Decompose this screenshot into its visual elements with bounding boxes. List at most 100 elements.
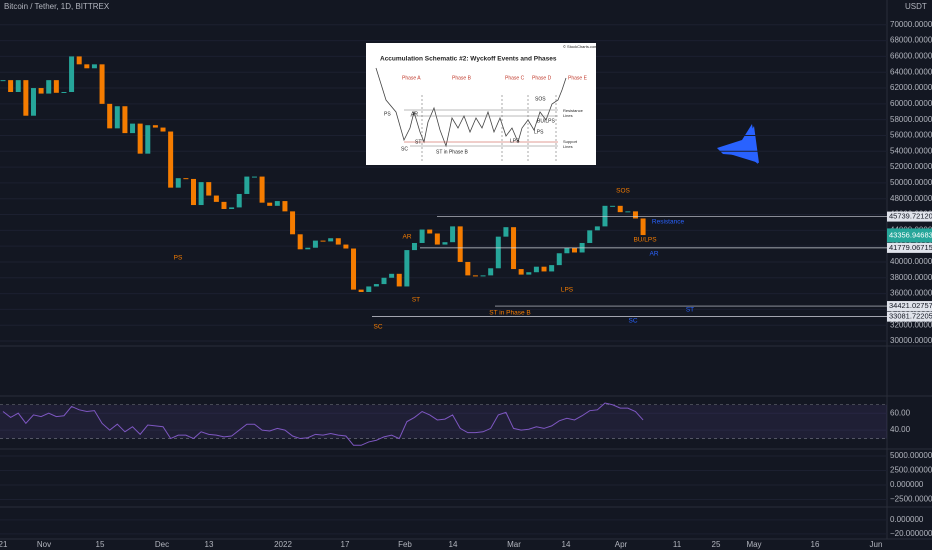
inset-support: Support: [563, 139, 578, 144]
candle: [457, 226, 463, 262]
inset-phase: Phase A: [402, 75, 421, 81]
candle: [335, 238, 341, 245]
y-tick-label: 0.000000: [890, 515, 924, 524]
candle: [381, 277, 387, 285]
inset-support: Lines: [563, 144, 573, 149]
inset-resistance: Lines: [563, 113, 573, 118]
candle: [358, 289, 364, 292]
x-tick-label: 14: [449, 540, 458, 549]
y-tick-label: 70000.000000: [890, 20, 932, 29]
y-tick-label: −2500.000000: [890, 495, 932, 504]
candle: [251, 176, 257, 178]
candle: [76, 56, 82, 65]
candle: [533, 266, 539, 273]
inset-event: PS: [384, 111, 391, 117]
candle: [587, 230, 593, 243]
inset-event: LPS: [510, 138, 520, 144]
annotation: ST in Phase B: [489, 310, 530, 317]
y-tick-label: 40000.000000: [890, 257, 932, 266]
candle: [373, 284, 379, 287]
inset-phase: Phase D: [532, 75, 552, 81]
inset-event: LPS: [534, 129, 544, 135]
y-tick-label: −20.000000: [890, 529, 932, 538]
candle: [99, 64, 105, 104]
annotation: PS: [174, 255, 183, 262]
inset-event: ST: [415, 139, 421, 145]
candle: [640, 218, 646, 236]
candle: [38, 88, 44, 94]
candle: [343, 244, 349, 249]
candle: [351, 248, 357, 290]
candle: [389, 273, 395, 278]
candle: [556, 253, 562, 266]
annotation: AR: [649, 251, 658, 258]
candle: [320, 240, 326, 242]
y-tick-label: 0.000000: [890, 480, 924, 489]
candle: [564, 247, 570, 254]
candle: [244, 176, 250, 194]
candle: [541, 266, 547, 272]
annotation: SOS: [616, 188, 630, 195]
y-tick-label: 52000.000000: [890, 162, 932, 171]
level-label: 33081.72205: [889, 312, 932, 321]
inset-phase: Phase E: [568, 75, 588, 81]
candle: [495, 236, 501, 269]
inset-resistance: Resistance: [563, 108, 584, 113]
y-tick-label: 48000.000000: [890, 194, 932, 203]
candle: [518, 269, 524, 275]
x-tick-label: 2022: [274, 540, 292, 549]
candle: [328, 238, 334, 242]
candle: [297, 234, 303, 250]
x-tick-label: May: [746, 540, 761, 549]
candle: [15, 80, 21, 92]
currency: USDT: [905, 2, 927, 11]
annotation: LPS: [561, 287, 574, 294]
candle: [69, 56, 75, 92]
inset-event: BU/LPS: [537, 118, 555, 124]
candle: [526, 272, 532, 275]
candle: [617, 205, 623, 213]
level-label: 34421.02757: [889, 301, 932, 310]
x-tick-label: 25: [712, 540, 721, 549]
annotation: Resistance: [652, 219, 685, 226]
candle: [282, 201, 288, 212]
x-tick-label: 11: [673, 540, 682, 549]
candle: [396, 273, 402, 287]
candle: [206, 182, 212, 196]
x-tick-label: 14: [562, 540, 571, 549]
candle: [267, 202, 273, 206]
annotation: ST: [412, 297, 420, 304]
candle: [411, 242, 417, 251]
level-label: 45739.72120: [889, 212, 932, 221]
x-tick-label: Dec: [155, 540, 169, 549]
candle: [274, 201, 280, 206]
candle: [236, 193, 242, 208]
inset-phase: Phase B: [452, 75, 472, 81]
x-tick-label: Apr: [615, 540, 628, 549]
inset-background: [366, 43, 596, 165]
x-tick-label: 13: [205, 540, 214, 549]
x-tick-label: Nov: [37, 540, 51, 549]
candle: [53, 80, 59, 93]
y-tick-label: 38000.000000: [890, 273, 932, 282]
candle: [137, 123, 143, 154]
x-tick-label: 15: [96, 540, 105, 549]
candle: [480, 275, 486, 277]
candle: [0, 80, 6, 82]
candle: [472, 275, 478, 277]
candle: [114, 106, 120, 129]
candle: [122, 106, 128, 134]
x-tick-label: Feb: [398, 540, 412, 549]
candle: [107, 103, 113, 129]
annotation: BU/LPS: [633, 237, 657, 244]
rsi-line: [2, 402, 644, 446]
candle: [213, 195, 219, 202]
x-tick-label: Mar: [507, 540, 521, 549]
inset-title: Accumulation Schematic #2: Wyckoff Event…: [380, 56, 557, 63]
y-tick-label: 30000.000000: [890, 336, 932, 345]
y-tick-label: 36000.000000: [890, 289, 932, 298]
y-tick-label: 60.00: [890, 408, 911, 417]
last-price-label: 43356.94683: [889, 230, 932, 239]
